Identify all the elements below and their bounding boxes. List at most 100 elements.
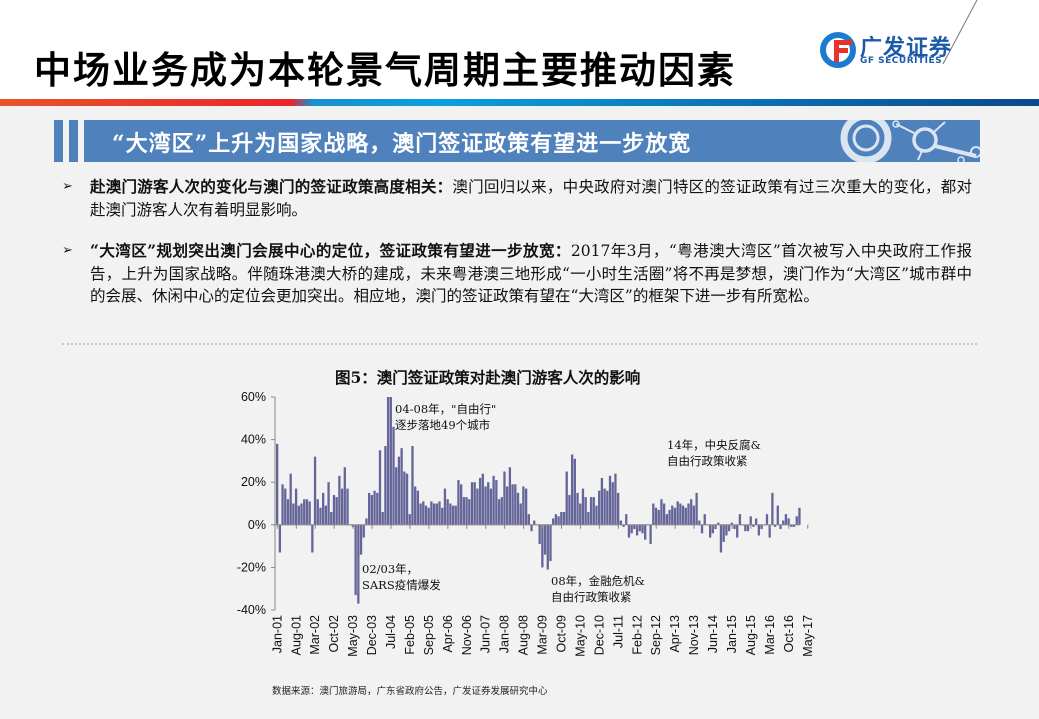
- bar: [757, 524, 761, 536]
- bar: [673, 507, 677, 525]
- bar: [460, 484, 463, 525]
- bar: [470, 482, 474, 525]
- bar: [443, 488, 447, 525]
- bar: [403, 471, 406, 525]
- bar: [319, 507, 322, 525]
- y-tick-label: 40%: [241, 433, 266, 447]
- bar: [516, 492, 520, 525]
- bar: [625, 514, 628, 525]
- x-tick-label: Jul-11: [611, 615, 625, 648]
- bullet-text: “大湾区”规划突出澳门会展中心的定位，签证政策有望进一步放宽：2017年3月，“…: [90, 240, 972, 308]
- bar: [373, 490, 376, 525]
- bar: [514, 484, 517, 525]
- bar: [725, 524, 728, 536]
- bar: [552, 518, 555, 525]
- bar: [587, 512, 590, 525]
- bar: [714, 524, 717, 530]
- bar: [798, 507, 801, 525]
- bar: [754, 518, 758, 525]
- bar: [481, 473, 484, 525]
- bar: [719, 524, 723, 553]
- bar: [454, 505, 457, 525]
- bar: [746, 524, 750, 532]
- bar: [449, 503, 452, 525]
- bar: [411, 445, 414, 525]
- bar: [419, 503, 422, 525]
- chart-annotation: 自由行政策收紧: [551, 590, 632, 604]
- bar: [276, 443, 279, 525]
- bar: [644, 524, 647, 540]
- bar: [638, 524, 641, 532]
- x-tick-label: Jun-14: [706, 615, 720, 653]
- x-tick-label: Dec-03: [365, 615, 379, 655]
- bar: [495, 480, 498, 525]
- bar: [322, 492, 325, 525]
- bar: [327, 482, 330, 525]
- bar: [744, 524, 747, 532]
- bar: [573, 458, 576, 525]
- x-tick-label: May-03: [346, 615, 360, 657]
- bar: [792, 524, 796, 527]
- bar: [527, 514, 530, 525]
- bar: [562, 512, 566, 525]
- bar: [652, 503, 655, 525]
- bar: [284, 488, 287, 525]
- bar: [581, 488, 585, 525]
- bar: [476, 488, 479, 525]
- bar: [687, 503, 690, 525]
- bar: [335, 497, 338, 525]
- bar: [611, 482, 614, 525]
- banner-accent-bar: [54, 120, 63, 162]
- bar: [654, 507, 658, 525]
- bar: [530, 524, 533, 532]
- header-color-stripe: [0, 99, 1039, 106]
- bar: [465, 497, 468, 525]
- x-tick-label: Mar-16: [763, 615, 777, 655]
- bar: [519, 503, 522, 525]
- arrow-bullet-icon: ➢: [62, 243, 73, 258]
- x-tick-label: Sep-05: [422, 615, 436, 655]
- x-tick-label: Jan-15: [725, 615, 739, 653]
- bar: [294, 488, 298, 525]
- bullet-body: 澳门回归以来，中央政府对澳门特区的签证政策有过三次重大的变化，都对赴澳门游客人次…: [90, 178, 972, 219]
- x-tick-label: Mar-09: [536, 615, 550, 655]
- banner-accent-bar: [69, 120, 78, 162]
- bar: [506, 486, 509, 525]
- bar: [665, 514, 668, 525]
- chart-annotation: 02/03年，: [362, 562, 418, 576]
- bar: [392, 426, 395, 525]
- bar: [432, 503, 436, 525]
- bar: [622, 524, 625, 527]
- bar: [500, 497, 503, 525]
- bar: [676, 501, 679, 525]
- bar: [733, 524, 736, 530]
- bar: [598, 490, 601, 525]
- bar: [308, 501, 311, 525]
- arrow-bullet-icon: ➢: [62, 179, 73, 194]
- bar: [708, 524, 712, 538]
- bar: [703, 514, 706, 525]
- x-tick-label: May-10: [573, 615, 587, 657]
- bar: [451, 505, 455, 525]
- bar: [292, 503, 295, 525]
- bar: [600, 477, 604, 525]
- bar: [627, 524, 631, 538]
- chart-annotation: 14年，中央反腐&: [667, 438, 761, 452]
- bar: [738, 514, 742, 525]
- bar: [684, 507, 687, 525]
- bar: [592, 497, 595, 525]
- bar: [538, 524, 541, 544]
- x-tick-label: Sep-12: [649, 615, 663, 655]
- bar: [354, 524, 357, 596]
- banner-main: “大湾区”上升为国家战略，澳门签证政策有望进一步放宽: [84, 120, 980, 162]
- bar: [641, 524, 644, 534]
- bar: [690, 499, 693, 525]
- bar: [790, 524, 793, 527]
- bar: [784, 514, 788, 525]
- x-tick-label: Nov-13: [687, 615, 701, 655]
- bar: [281, 484, 284, 525]
- bar: [524, 488, 528, 525]
- x-tick-label: Feb-12: [630, 615, 644, 655]
- bar: [681, 505, 685, 525]
- bar: [441, 507, 444, 525]
